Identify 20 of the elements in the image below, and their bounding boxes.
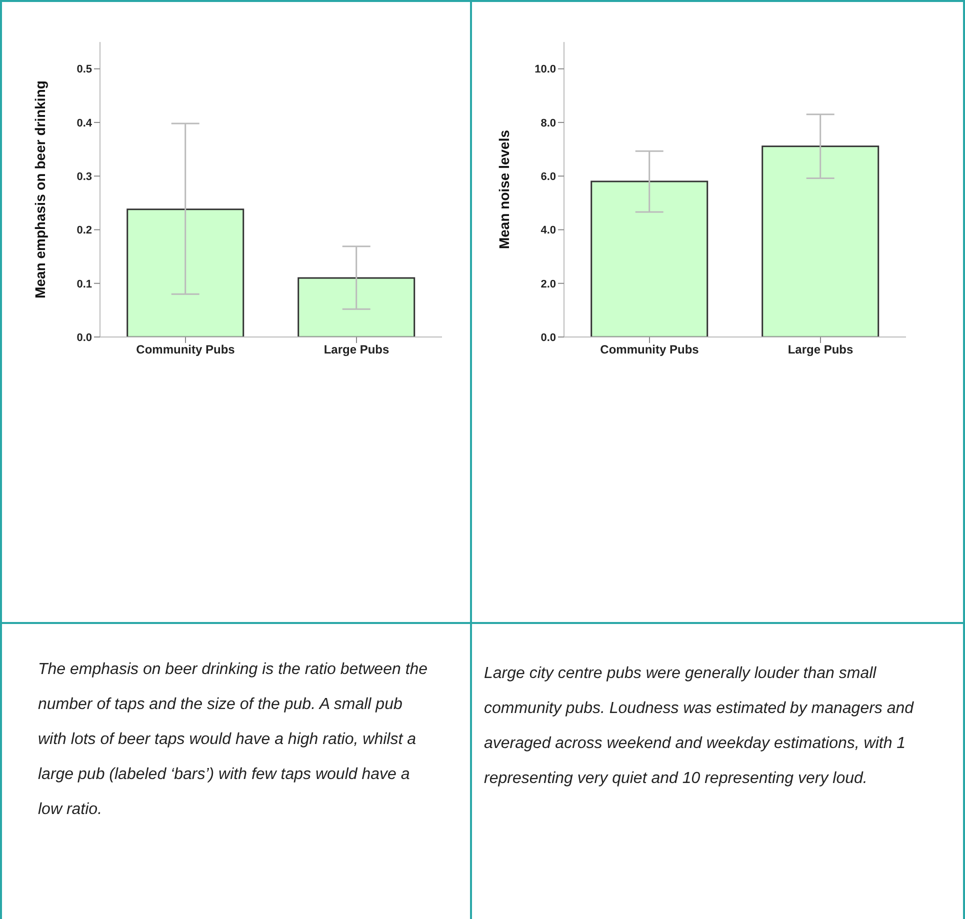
y-tick-label: 0.0: [540, 332, 556, 344]
y-tick-label: 0.1: [76, 278, 92, 290]
x-tick-label: Community Pubs: [136, 342, 236, 357]
y-axis-title: Mean noise levels: [496, 130, 512, 250]
y-tick-label: 4.0: [540, 224, 556, 237]
x-tick-label: Large Pubs: [324, 342, 390, 357]
y-axis-title: Mean emphasis on beer drinking: [32, 80, 48, 298]
text: Large city centre pubs were generally louder than small community pubs. Loudness was estimated by managers and averaged across weekend and weekday estimations, with 1 representing very quiet and 10 representing very loud.: [484, 664, 915, 789]
y-tick-label: 8.0: [540, 117, 556, 130]
y-tick-label: 2.0: [540, 278, 556, 290]
text: The emphasis on beer drinking is the ratio between the number of taps and the size of the pub. A small pub with lots of beer taps would have a high ratio, whilst a large pub (labeled ‘bars’) with few taps would have a low ratio.: [38, 660, 429, 820]
y-tick-label: 0.2: [76, 224, 92, 237]
x-tick-label: Community Pubs: [600, 342, 700, 357]
x-tick-label: Large Pubs: [788, 342, 854, 357]
y-tick-label: 10.0: [534, 64, 556, 76]
y-tick-label: 0.0: [76, 332, 92, 344]
y-tick-label: 0.4: [76, 117, 93, 130]
y-tick-label: 0.5: [76, 64, 92, 76]
y-tick-label: 6.0: [540, 170, 556, 183]
y-tick-label: 0.3: [76, 170, 92, 183]
